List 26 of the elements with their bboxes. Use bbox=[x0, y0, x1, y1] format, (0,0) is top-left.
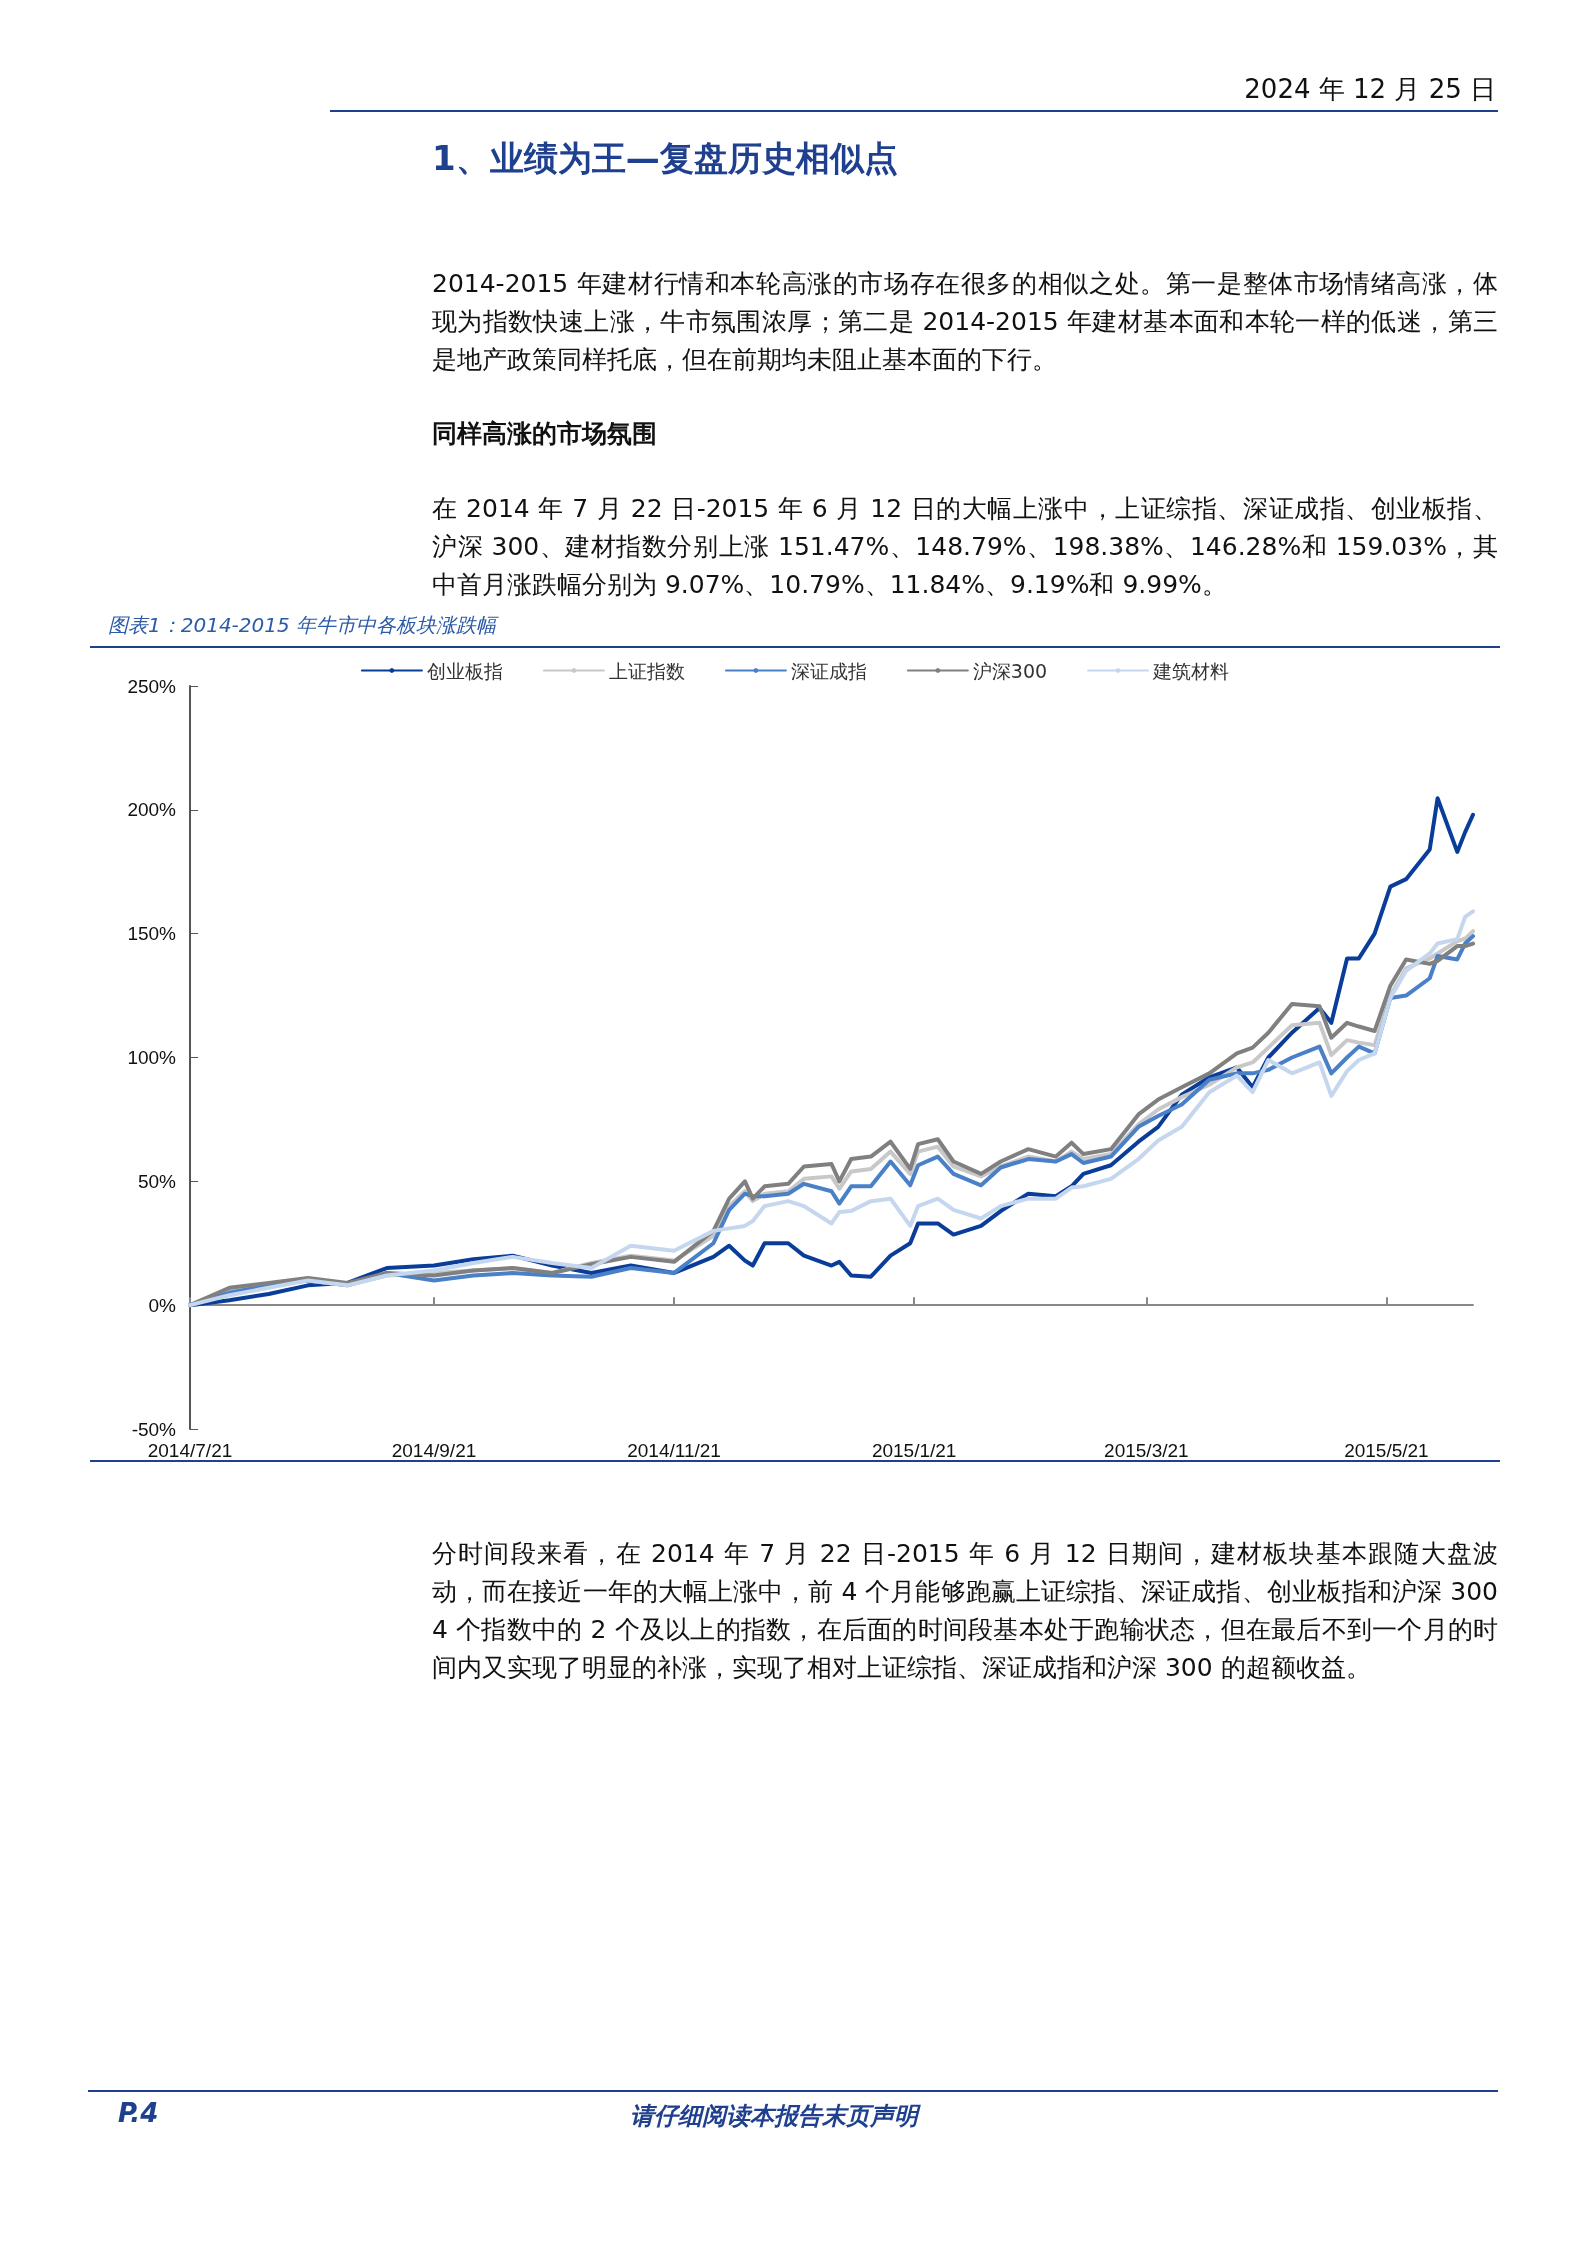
y-tick-label: 200% bbox=[127, 799, 177, 821]
legend-label: 建筑材料 bbox=[1152, 659, 1230, 682]
x-tick-label: 2015/1/21 bbox=[871, 1440, 957, 1461]
y-tick-label: -50% bbox=[131, 1418, 177, 1440]
x-tick-label: 2014/7/21 bbox=[147, 1440, 233, 1461]
text: 同样高涨的市场氛围 bbox=[432, 418, 657, 450]
x-tick-label: 2014/9/21 bbox=[391, 1440, 477, 1461]
text: 在 2014 年 7 月 22 日-2015 年 6 月 12 日的大幅上涨中，上证综指、深证成指、创业板指、沪深 300、建材指数分别上涨 151.47%、148.79%、198.38%、146.28%和 159.03%，其中首月涨跌幅分别为 9.07%、10.79%、11.84%、9.19%和 9.99%。 bbox=[432, 493, 1498, 601]
x-tick-label: 2015/3/21 bbox=[1104, 1440, 1189, 1461]
y-tick-label: 50% bbox=[137, 1170, 177, 1192]
y-tick-label: 150% bbox=[127, 923, 177, 945]
legend-label: 沪深300 bbox=[972, 659, 1048, 682]
y-tick-label: 0% bbox=[148, 1294, 177, 1316]
text: P.4 bbox=[118, 2098, 159, 2128]
x-tick-label: 2015/5/21 bbox=[1344, 1440, 1429, 1461]
chart-title: 图表1：2014-2015 年牛市中各板块涨跌幅 bbox=[90, 612, 1500, 648]
text: 1、业绩为王—复盘历史相似点 bbox=[432, 137, 898, 180]
y-tick-label: 100% bbox=[127, 1047, 177, 1068]
text: 2014-2015 年建材行情和本轮高涨的市场存在很多的相似之处。第一是整体市场情绪高涨，体现为指数快速上涨，牛市氛围浓厚；第二是 2014-2015 年建材基本面和本轮一样的低迷，第三是地产政策同样托底，但在前期均未阻止基本面的下行。 bbox=[432, 268, 1498, 376]
text: 2024 年 12 月 25 日 bbox=[1244, 73, 1496, 106]
x-tick-label: 2014/11/21 bbox=[627, 1440, 721, 1461]
text: 分时间段来看，在 2014 年 7 月 22 日-2015 年 6 月 12 日期间，建材板块基本跟随大盘波动，而在接近一年的大幅上涨中，前 4 个月能够跑赢上证综指、深证成指、创业板指和沪深 300 4 个指数中的 2 个及以上的指数，在后面的时间段基本处于跑输状态，但在最后不到一个月的时间内又实现了明显的补涨，实现了相对上证综指、深证成指和沪深 300 的超额收益。 bbox=[432, 1538, 1498, 1684]
legend-label: 深证成指 bbox=[790, 659, 867, 682]
y-tick-label: 250% bbox=[127, 675, 177, 697]
legend-label: 上证指数 bbox=[608, 659, 685, 682]
legend-label: 创业板指 bbox=[426, 659, 503, 682]
